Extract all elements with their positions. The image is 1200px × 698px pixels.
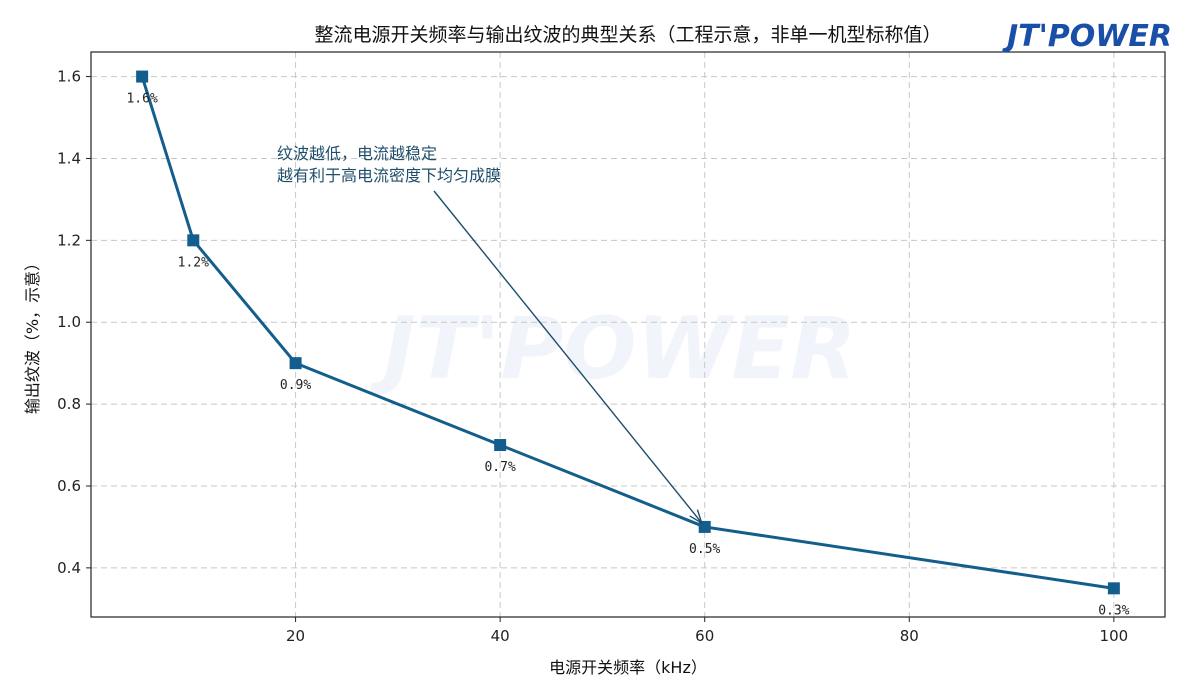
data-point (494, 439, 507, 452)
x-tick-label: 100 (1100, 627, 1129, 645)
y-tick-label: 1.2 (57, 231, 81, 249)
annotation-text: 越有利于高电流密度下均匀成膜 (277, 166, 501, 185)
data-point (698, 520, 711, 533)
x-tick-label: 60 (695, 627, 714, 645)
y-axis-title: 输出纹波（%，示意） (23, 255, 42, 414)
data-point (1107, 582, 1120, 595)
series-line: 1.6% 1.2% 0.9% 0.7% 0.5% 0.3% (126, 70, 1130, 618)
data-label: 1.2% (178, 255, 209, 270)
plot-frame (90, 51, 1166, 618)
axis-ticks: 20 40 60 80 100 0.4 0.6 0.8 1.0 1.2 1.4 1.6 (57, 68, 1128, 645)
y-tick-label: 1.4 (57, 149, 81, 167)
data-point (136, 70, 149, 83)
brand-logo: JT'POWER (1002, 19, 1172, 54)
y-tick-label: 1.0 (57, 313, 81, 331)
data-label: 1.6% (126, 92, 157, 107)
data-point (289, 357, 302, 370)
y-tick-label: 0.8 (57, 395, 81, 413)
watermark-text: JT'POWER (369, 299, 857, 399)
x-tick-label: 40 (491, 627, 510, 645)
chart-title: 整流电源开关频率与输出纹波的典型关系（工程示意，非单一机型标称值） (314, 24, 941, 46)
data-label: 0.7% (484, 460, 515, 475)
data-label: 0.9% (280, 378, 311, 393)
y-tick-label: 0.6 (57, 477, 81, 495)
watermark-logo: JT'POWER (369, 299, 857, 399)
annotation-arrow (433, 190, 703, 524)
y-tick-label: 1.6 (57, 68, 81, 86)
data-label: 0.5% (689, 542, 720, 557)
data-label: 0.3% (1098, 603, 1129, 618)
x-axis-title: 电源开关频率（kHz） (549, 658, 707, 677)
data-point (187, 234, 200, 247)
x-tick-label: 20 (286, 627, 305, 645)
y-tick-label: 0.4 (57, 559, 81, 577)
annotation-arrowhead (689, 509, 703, 525)
annotation-text: 纹波越低，电流越稳定 (277, 144, 437, 163)
series-line-path (140, 76, 1115, 590)
x-tick-label: 80 (900, 627, 919, 645)
